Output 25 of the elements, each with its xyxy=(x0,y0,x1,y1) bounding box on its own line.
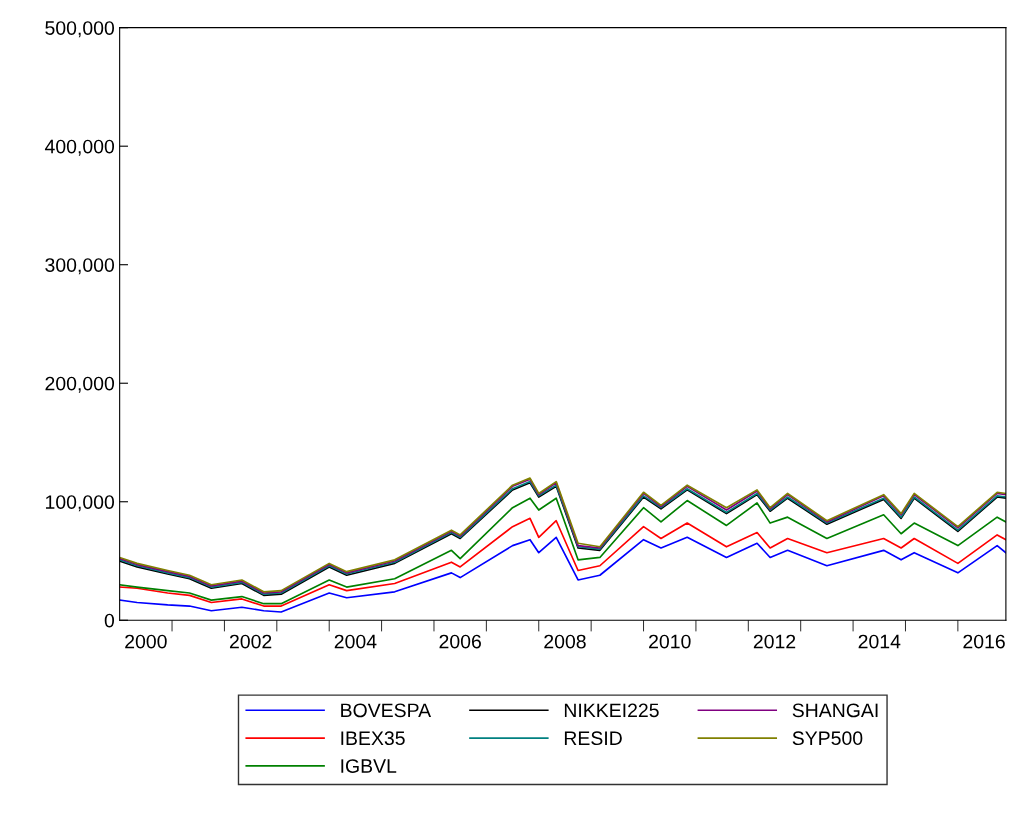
legend-label: NIKKEI225 xyxy=(564,703,659,718)
legend-label: SYP500 xyxy=(792,731,863,746)
legend-label: SHANGAI xyxy=(792,703,878,718)
y-tick-label: 100,000 xyxy=(45,495,115,512)
x-tick-label: 2012 xyxy=(753,634,796,649)
x-tick-label: 2010 xyxy=(649,634,691,649)
legend-label: IBEX35 xyxy=(341,731,405,746)
x-tick-label: 2016 xyxy=(963,634,1005,649)
legend-label: BOVESPA xyxy=(341,703,432,718)
x-tick-label: 2006 xyxy=(439,634,481,649)
line-series xyxy=(119,517,1006,607)
line-series xyxy=(119,536,1006,613)
line-series xyxy=(119,497,1006,605)
x-tick-label: 2008 xyxy=(544,634,586,649)
y-tick-label: 400,000 xyxy=(44,139,115,156)
x-tick-label: 2004 xyxy=(334,634,377,649)
x-tick-label: 2014 xyxy=(858,634,901,649)
legend-label: RESID xyxy=(564,731,622,746)
y-tick-label: 300,000 xyxy=(45,258,115,275)
x-tick-label: 2002 xyxy=(229,634,272,649)
y-tick-label: 200,000 xyxy=(45,376,115,393)
legend-label: IGBVL xyxy=(341,759,397,773)
x-tick-label: 2000 xyxy=(125,634,167,649)
y-tick-label: 0 xyxy=(104,613,115,628)
y-tick-label: 500,000 xyxy=(45,21,115,38)
